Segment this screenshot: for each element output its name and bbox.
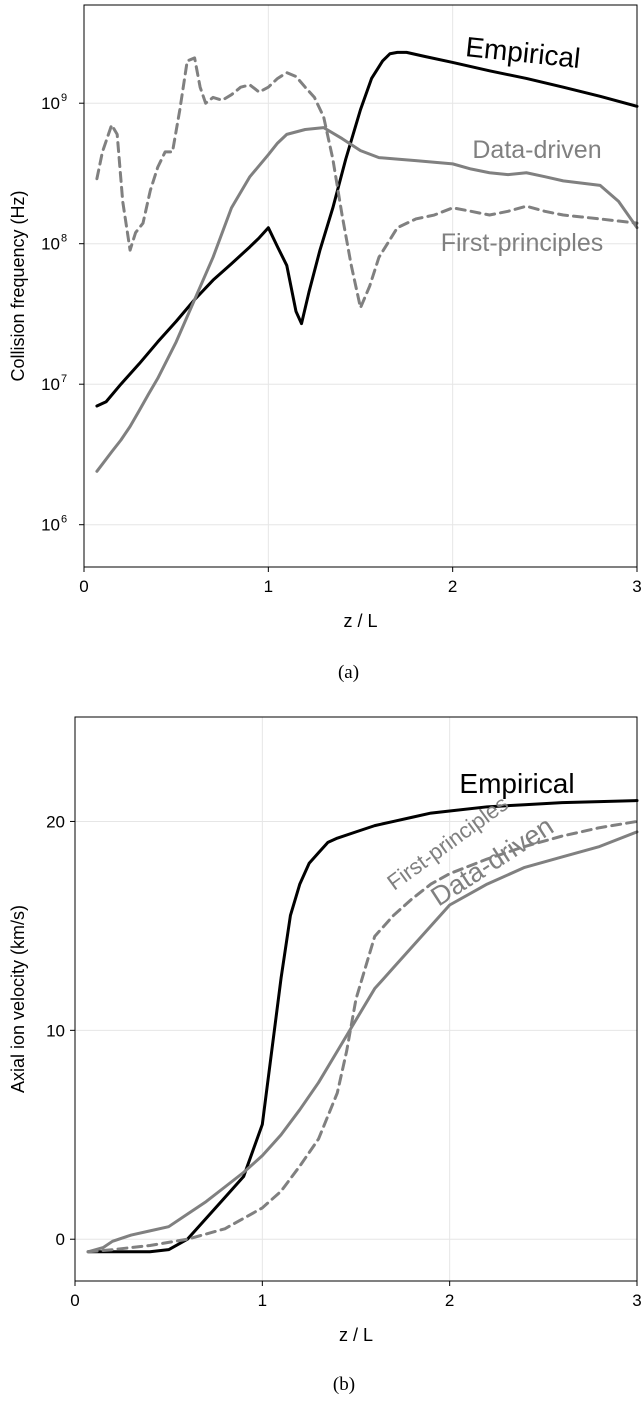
y-tick-label: 10: [46, 1021, 65, 1040]
series-line-empirical: [95, 50, 639, 408]
plot-frame: [74, 716, 638, 1282]
y-tick-label: 0: [56, 1230, 65, 1249]
y-tick-exponent: 8: [61, 233, 67, 245]
series-label-empirical: Empirical: [459, 768, 574, 799]
y-tick-label: 10: [41, 516, 60, 535]
axial-ion-velocity-chart: 0 1 2 3 0 10 20 z / L Axial ion velocity (km/s) E…: [8, 716, 642, 1395]
y-tick-exponent: 7: [61, 373, 67, 385]
series-label-first-principles: First-principles: [441, 229, 604, 257]
grid: [83, 5, 638, 567]
figure-caption: (b): [333, 1374, 355, 1395]
x-tick-label: 1: [258, 1291, 267, 1310]
x-tick-label: 2: [445, 1291, 454, 1310]
x-axis-label: z / L: [343, 611, 377, 631]
y-tick-label: 10: [41, 94, 60, 113]
y-tick-exponent: 9: [61, 92, 67, 104]
x-axis-label: z / L: [339, 1325, 373, 1345]
figure-caption: (a): [338, 662, 359, 683]
x-tick-label: 3: [632, 577, 641, 596]
y-tick-exponent: 6: [61, 514, 67, 526]
x-tick-label: 2: [448, 577, 457, 596]
y-tick-base: 10: [41, 516, 60, 535]
series-group: [86, 799, 639, 1254]
x-tick-label: 3: [632, 1291, 641, 1310]
x-tick-label: 1: [264, 577, 273, 596]
y-tick-base: 10: [41, 94, 60, 113]
y-tick-base: 10: [41, 235, 60, 254]
y-tick-label: 10: [41, 375, 60, 394]
series-group: [95, 50, 639, 473]
y-tick-label: 20: [46, 812, 65, 831]
series-line-empirical: [86, 799, 639, 1254]
y-axis-label: Collision frequency (Hz): [8, 190, 28, 381]
y-axis-label: Axial ion velocity (km/s): [8, 905, 28, 1093]
plot-frame: [83, 4, 638, 568]
x-tick-label: 0: [70, 1291, 79, 1310]
series-line-data-driven: [86, 830, 639, 1254]
series-label-data-driven: Data-driven: [472, 136, 601, 164]
series-line-data-driven: [95, 126, 639, 473]
grid: [74, 717, 638, 1281]
series-line-first-principles: [95, 56, 639, 310]
y-tick-base: 10: [41, 375, 60, 394]
x-tick-label: 0: [79, 577, 88, 596]
series-line-first-principles: [86, 819, 639, 1254]
y-tick-label: 10: [41, 235, 60, 254]
